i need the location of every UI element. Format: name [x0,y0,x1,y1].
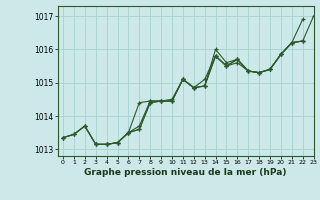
X-axis label: Graphe pression niveau de la mer (hPa): Graphe pression niveau de la mer (hPa) [84,168,287,177]
